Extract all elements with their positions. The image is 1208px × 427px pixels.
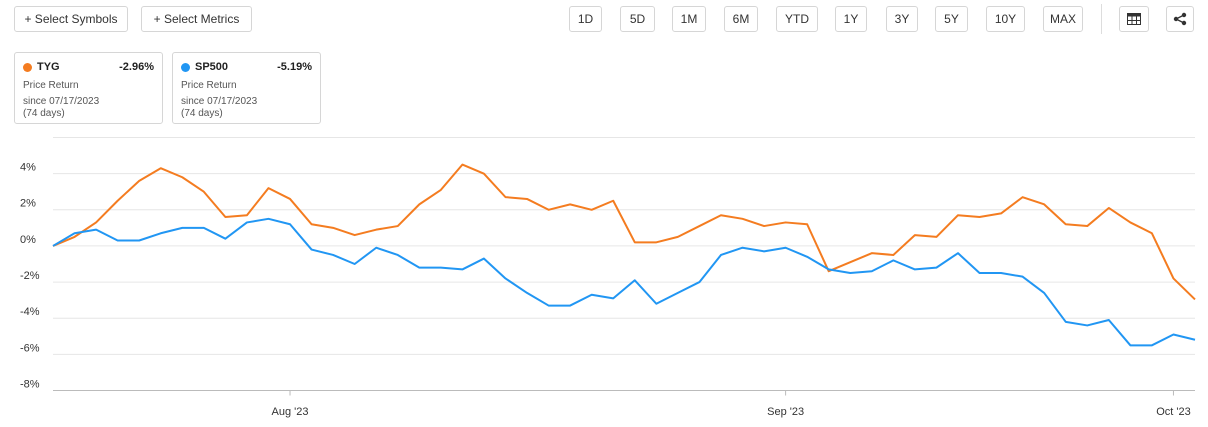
y-tick-label: -6% xyxy=(20,342,40,354)
period-button[interactable]: 6M xyxy=(724,6,758,32)
period-button[interactable]: YTD xyxy=(776,6,818,32)
since-label: since 07/17/2023 xyxy=(181,96,258,107)
series-name: SP500 xyxy=(195,61,229,73)
days-label: (74 days) xyxy=(181,108,223,119)
period-button[interactable]: 5D xyxy=(620,6,655,32)
y-tick-label: 2% xyxy=(20,198,36,210)
change-value: -2.96% xyxy=(119,61,154,73)
y-tick-label: 0% xyxy=(20,234,36,246)
y-tick-label: -8% xyxy=(20,378,40,390)
legend-dot xyxy=(181,63,190,72)
series-line xyxy=(52,217,1196,347)
share-icon xyxy=(1173,12,1187,26)
period-button[interactable]: MAX xyxy=(1043,6,1083,32)
change-value: -5.19% xyxy=(277,61,312,73)
y-tick-label: -4% xyxy=(20,306,40,318)
legend-card[interactable]: SP500 -5.19% Price Return since 07/17/2023(… xyxy=(172,52,321,124)
period-button[interactable]: 1Y xyxy=(835,6,867,32)
since-label: since 07/17/2023 xyxy=(23,96,100,107)
select-symbols-button[interactable]: + Select Symbols xyxy=(14,6,128,32)
period-button[interactable]: 1M xyxy=(672,6,706,32)
x-tick-label: Sep '23 xyxy=(767,406,804,418)
series-line xyxy=(52,163,1196,301)
table-view-button[interactable] xyxy=(1119,6,1149,32)
days-label: (74 days) xyxy=(23,108,65,119)
y-tick-label: 4% xyxy=(20,162,36,174)
period-button[interactable]: 10Y xyxy=(986,6,1025,32)
share-button[interactable] xyxy=(1166,6,1194,32)
separator xyxy=(1101,4,1102,34)
select-metrics-button[interactable]: + Select Metrics xyxy=(141,6,252,32)
metric-label: Price Return xyxy=(23,80,79,91)
period-button[interactable]: 5Y xyxy=(935,6,968,32)
legend-dot xyxy=(23,63,32,72)
x-tick-label: Aug '23 xyxy=(272,406,309,418)
period-button[interactable]: 1D xyxy=(569,6,602,32)
period-button[interactable]: 3Y xyxy=(886,6,918,32)
series-name: TYG xyxy=(37,61,60,73)
legend-card[interactable]: TYG -2.96% Price Return since 07/17/2023 (74… xyxy=(14,52,163,124)
y-tick-label: -2% xyxy=(20,270,40,282)
metric-label: Price Return xyxy=(181,80,237,91)
table-icon xyxy=(1127,13,1141,25)
x-tick-label: Oct '23 xyxy=(1156,406,1191,418)
